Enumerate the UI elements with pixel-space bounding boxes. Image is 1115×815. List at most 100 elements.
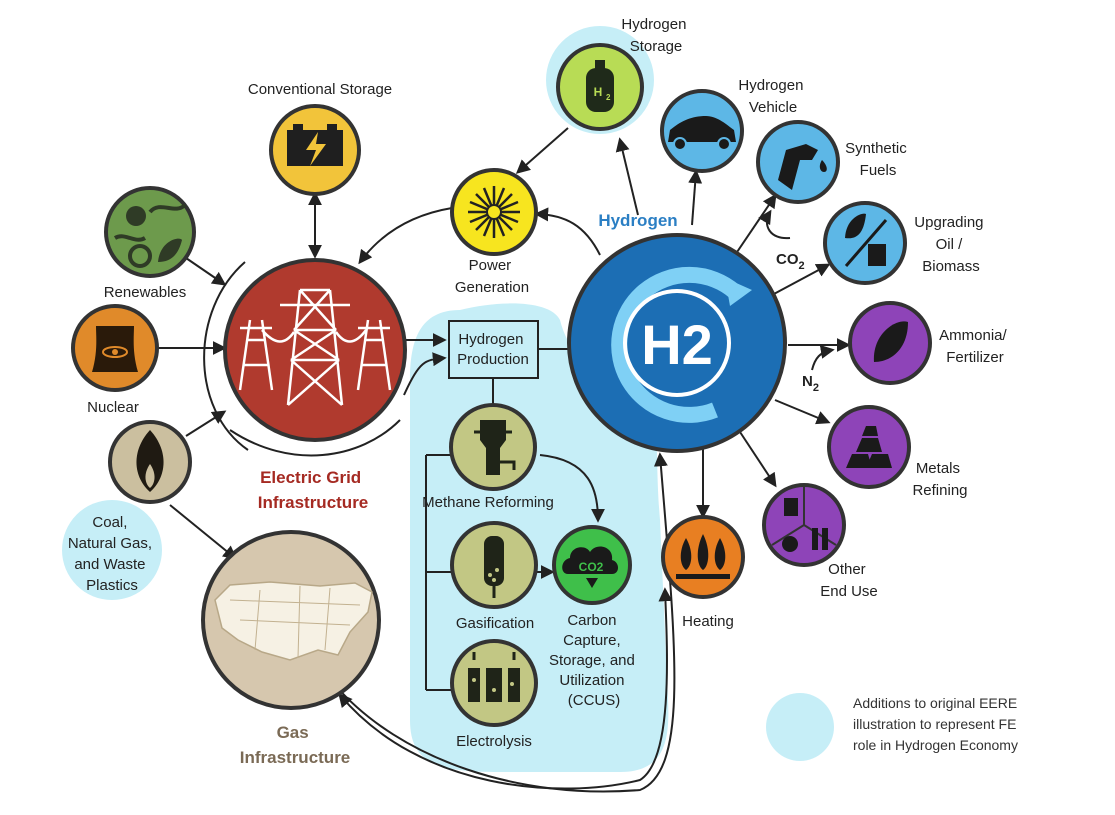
legend-swatch <box>766 693 834 761</box>
hydrogen-hub-node: H2 <box>567 233 787 453</box>
hydrogen-production-box <box>448 320 539 379</box>
grid-bracket-bottom <box>229 419 401 457</box>
coal-gas-node <box>108 420 192 504</box>
nuclear-node <box>71 304 159 392</box>
transmission-tower-icon <box>238 288 392 406</box>
drop-icon <box>819 160 827 172</box>
hydrogen-hub-label: Hydrogen <box>598 211 677 230</box>
coal-gas-label-4: Plastics <box>86 577 138 594</box>
ammonia-label: Ammonia/ Fertilizer <box>939 327 1011 366</box>
ccus-label-1: Carbon <box>567 612 616 629</box>
sun-icon <box>126 206 146 226</box>
electrolysis-label: Electrolysis <box>456 733 532 750</box>
test-tube-icon <box>812 528 818 550</box>
gold-bars-icon <box>846 426 892 468</box>
power-generation-node <box>450 168 538 256</box>
heating-label: Heating <box>682 613 734 630</box>
cycle-arrow-icon <box>611 266 741 423</box>
cloud-icon <box>562 546 618 574</box>
methane-reforming-node <box>449 403 537 491</box>
coal-gas-label-2: Natural Gas, <box>68 535 152 552</box>
hydrogen-vehicle-label-2: Vehicle <box>749 99 797 116</box>
coal-highlight <box>62 500 162 600</box>
hydrogen-storage-node: H 2 <box>556 43 644 131</box>
hydrogen-storage-label-2: Storage <box>630 38 683 55</box>
battery-icon <box>287 124 343 166</box>
conventional-storage-label: Conventional Storage <box>248 81 392 98</box>
ammonia-label-2: Fertilizer <box>946 349 1004 366</box>
legend-line-1: Additions to original EERE <box>853 695 1018 711</box>
gas-infrastructure-label: Gas Infrastructure <box>240 723 351 767</box>
leaf-icon <box>158 238 182 262</box>
hydrogen-production-label-2: Production <box>457 351 529 368</box>
burner-flames-icon <box>676 534 730 579</box>
flame-icon <box>136 430 164 492</box>
ccus-label: Carbon Capture, Storage, and Utilization… <box>549 612 639 709</box>
electric-grid-label-2: Infrastructure <box>258 493 369 512</box>
atom-icon <box>112 349 118 355</box>
nuclear-label: Nuclear <box>87 399 139 416</box>
gas-infrastructure-label-2: Infrastructure <box>240 748 351 767</box>
coal-gas-label-3: and Waste <box>74 556 145 573</box>
ammonia-node <box>848 301 932 385</box>
other-end-use-label-2: End Use <box>820 583 878 600</box>
geothermal-icon <box>128 244 152 268</box>
car-icon <box>668 116 736 142</box>
metals-refining-label-2: Refining <box>912 482 967 499</box>
hydrogen-production-label-1: Hydrogen <box>458 331 523 348</box>
water-icon <box>113 234 147 242</box>
hydrogen-vehicle-label-1: Hydrogen <box>738 77 803 94</box>
fuel-nozzle-icon <box>778 144 818 190</box>
gasification-node <box>450 521 538 609</box>
electrolysis-node <box>450 639 538 727</box>
upgrading-label-1: Upgrading <box>914 214 983 231</box>
gas-infrastructure-label-1: Gas <box>277 723 309 742</box>
synthetic-fuels-node <box>756 120 840 204</box>
synthetic-fuels-label: Synthetic Fuels <box>845 140 911 179</box>
ccus-label-3: Storage, and <box>549 652 635 669</box>
metals-refining-label-1: Metals <box>916 460 960 477</box>
upgrading-node <box>823 201 907 285</box>
plant-leaf-icon <box>873 321 908 362</box>
electric-grid-node <box>223 258 407 442</box>
synthetic-fuels-label-2: Fuels <box>860 162 897 179</box>
gas-cylinder-icon <box>586 68 614 112</box>
down-arrow-icon <box>586 578 598 588</box>
power-generation-label-2: Generation <box>455 279 529 296</box>
methane-reforming-label: Methane Reforming <box>422 494 554 511</box>
renewables-node <box>104 186 196 278</box>
us-map-icon <box>214 581 373 661</box>
n2-annotation: N2 <box>802 373 819 394</box>
upgrading-label-2: Oil / <box>936 236 964 253</box>
hydrogen-vehicle-node <box>660 89 744 173</box>
h2-tank-sub: 2 <box>606 93 611 102</box>
ammonia-label-1: Ammonia/ <box>939 327 1007 344</box>
legend-line-2: illustration to represent FE <box>853 716 1017 732</box>
co2-symbol: CO2 <box>579 560 604 574</box>
gas-infrastructure-node <box>201 530 381 710</box>
leaf-icon <box>845 213 866 239</box>
legend-line-3: role in Hydrogen Economy <box>853 737 1018 753</box>
hydrogen-vehicle-label: Hydrogen Vehicle <box>738 77 807 116</box>
conventional-storage-node <box>269 104 361 196</box>
metals-refining-node <box>827 405 911 489</box>
gasification-label: Gasification <box>456 615 534 632</box>
ccus-node: CO2 <box>552 525 632 605</box>
upgrading-label-3: Biomass <box>922 258 980 275</box>
heating-node <box>661 515 745 599</box>
metals-refining-label: Metals Refining <box>912 460 967 499</box>
barrel-icon <box>868 244 886 266</box>
ccus-label-2: Capture, <box>563 632 621 649</box>
h2-tank-label: H <box>594 85 603 99</box>
hydrogen-storage-label: Hydrogen Storage <box>621 16 690 55</box>
ccus-label-5: (CCUS) <box>568 692 621 709</box>
upgrading-label: Upgrading Oil / Biomass <box>914 214 987 275</box>
mortar-icon <box>782 536 798 552</box>
factory-icon <box>784 498 798 516</box>
hydrogen-production-label: Hydrogen Production <box>457 331 529 368</box>
power-generation-label: Power Generation <box>455 257 529 296</box>
coal-gas-label: Coal, Natural Gas, and Waste Plastics <box>68 514 156 594</box>
h2-symbol: H2 <box>641 313 713 376</box>
other-end-use-label-1: Other <box>828 561 866 578</box>
